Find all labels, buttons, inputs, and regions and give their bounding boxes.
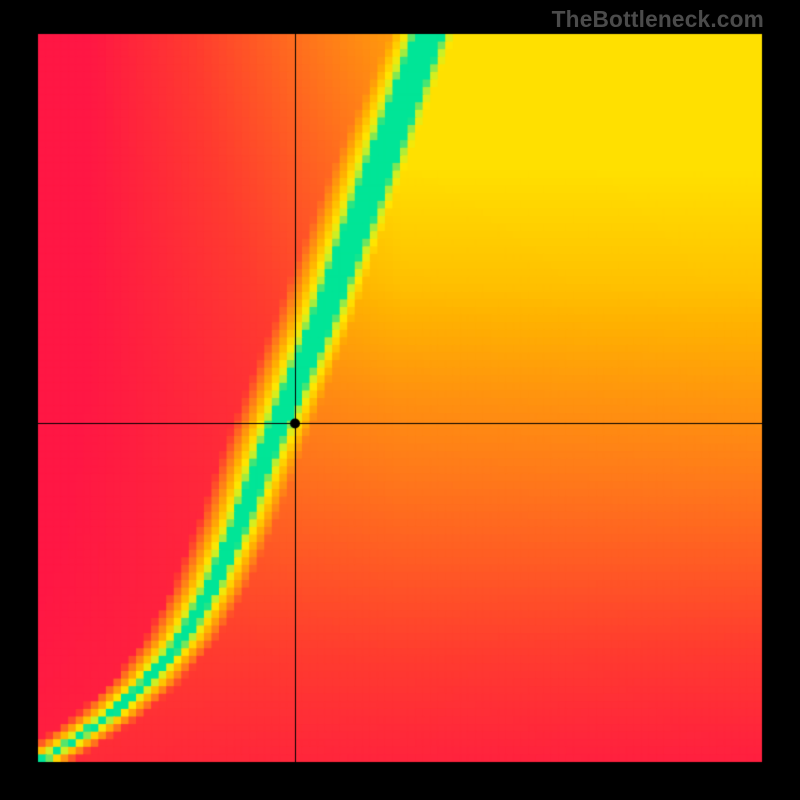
bottleneck-heatmap — [0, 0, 800, 800]
watermark-text: TheBottleneck.com — [552, 6, 764, 33]
